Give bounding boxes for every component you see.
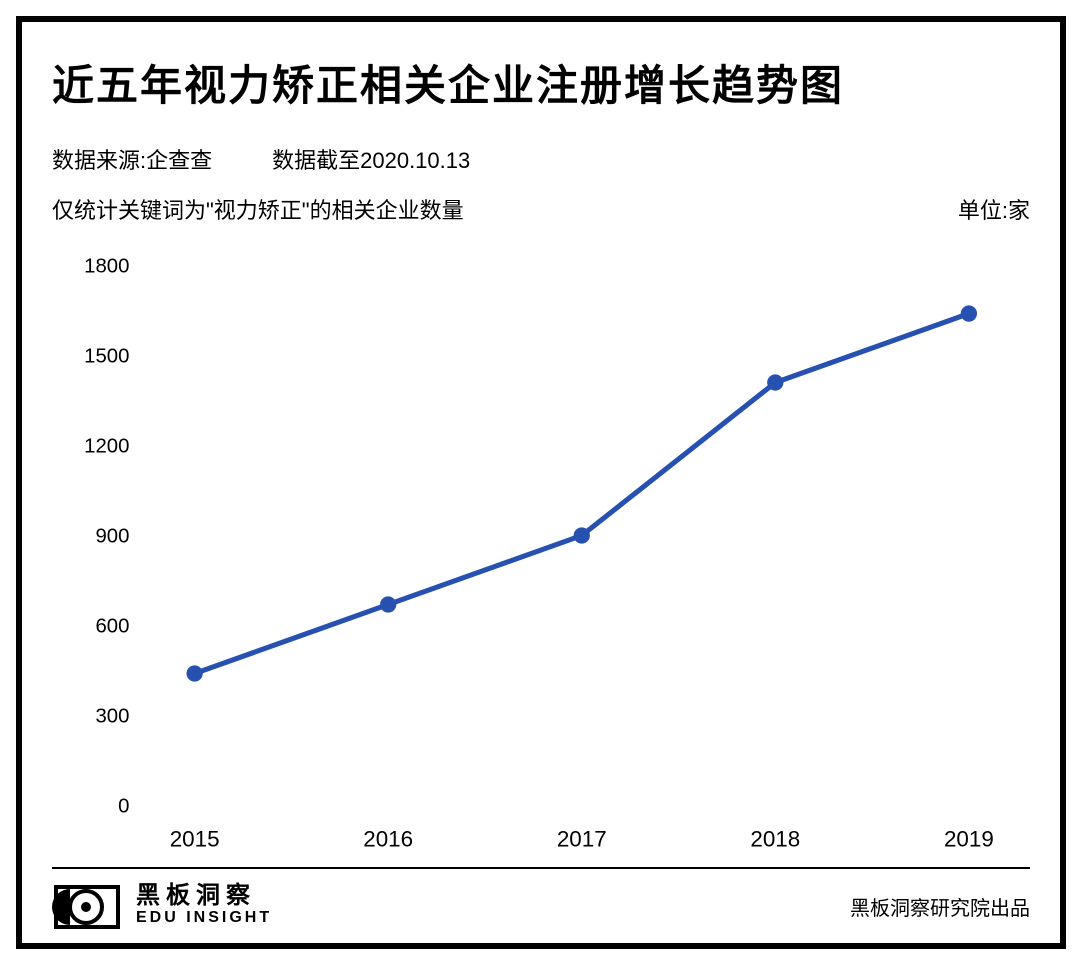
data-point <box>380 596 396 612</box>
brand: 黑板洞察 EDU INSIGHT <box>52 883 272 931</box>
data-point <box>186 665 202 681</box>
x-tick-label: 2019 <box>944 826 994 851</box>
brand-name-cn: 黑板洞察 <box>136 884 272 908</box>
x-tick-label: 2018 <box>750 826 800 851</box>
meta-row: 数据来源:企查查 数据截至2020.10.13 <box>52 143 1030 175</box>
data-point <box>961 305 977 321</box>
brand-name-en: EDU INSIGHT <box>136 908 272 929</box>
y-tick-label: 1200 <box>84 436 129 458</box>
chart-frame: 近五年视力矫正相关企业注册增长趋势图 数据来源:企查查 数据截至2020.10.… <box>16 16 1066 949</box>
y-tick-label: 1800 <box>84 256 129 278</box>
data-point <box>574 527 590 543</box>
y-tick-label: 1500 <box>84 346 129 368</box>
series-line <box>195 314 969 674</box>
y-tick-label: 900 <box>95 526 129 548</box>
x-tick-label: 2016 <box>363 826 413 851</box>
note-row: 仅统计关键词为"视力矫正"的相关企业数量 单位:家 <box>52 193 1030 225</box>
x-tick-label: 2017 <box>557 826 607 851</box>
chart-area: 0 300 600 900 1200 1500 1800 2015 2016 2017 2018 20… <box>52 235 1030 867</box>
credit-text: 黑板洞察研究院出品 <box>850 892 1030 921</box>
y-tick-label: 600 <box>95 616 129 638</box>
data-cutoff-label: 数据截至2020.10.13 <box>272 143 470 175</box>
brand-text: 黑板洞察 EDU INSIGHT <box>136 884 272 929</box>
x-tick-label: 2015 <box>170 826 220 851</box>
footer-divider <box>52 867 1030 869</box>
chart-title: 近五年视力矫正相关企业注册增长趋势图 <box>52 52 1030 113</box>
y-tick-label: 300 <box>95 706 129 728</box>
data-source-label: 数据来源:企查查 <box>52 143 212 175</box>
line-chart-svg: 0 300 600 900 1200 1500 1800 2015 2016 2017 2018 20… <box>52 235 1030 867</box>
brand-logo-icon <box>52 883 122 931</box>
footer: 黑板洞察 EDU INSIGHT 黑板洞察研究院出品 <box>52 883 1030 931</box>
note-left: 仅统计关键词为"视力矫正"的相关企业数量 <box>52 193 464 225</box>
unit-label: 单位:家 <box>958 193 1030 225</box>
y-tick-label: 0 <box>118 796 129 818</box>
data-point <box>767 374 783 390</box>
